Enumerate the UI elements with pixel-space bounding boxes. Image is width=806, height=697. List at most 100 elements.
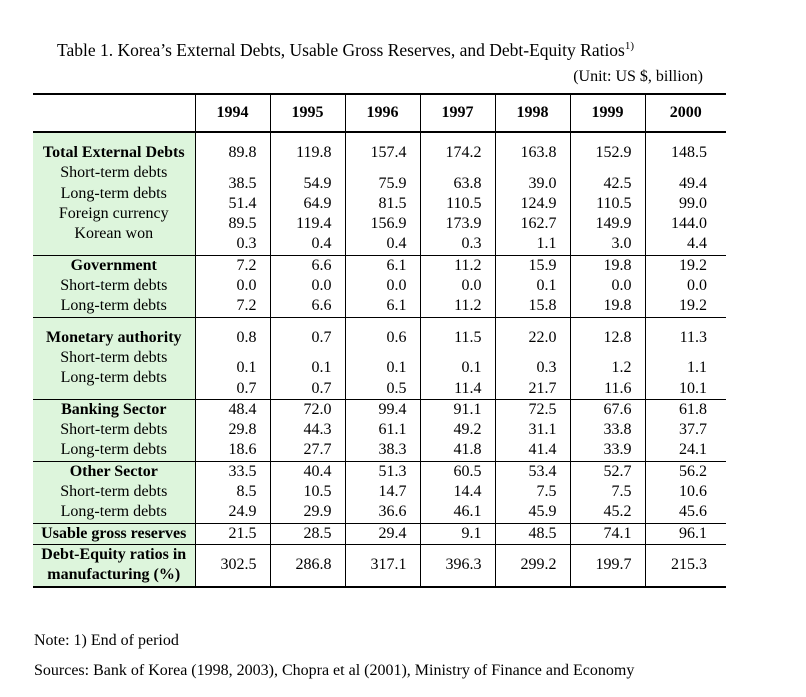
value: 46.1: [453, 503, 482, 521]
value: 60.5: [453, 462, 482, 480]
value-cell: 0.7 0.1 0.7: [270, 317, 346, 400]
value-cell: 72.5 31.1 41.4: [495, 399, 571, 462]
title-footnote-marker: 1): [624, 40, 635, 52]
value: 156.9: [370, 215, 407, 233]
table-sources: Sources: Bank of Korea (1998, 2003), Cho…: [34, 662, 635, 679]
year-header: 1997: [420, 93, 496, 133]
value: 0.4: [386, 235, 407, 253]
value: 75.9: [378, 174, 407, 192]
value: 317.1: [370, 556, 407, 574]
value: 0.0: [236, 277, 257, 295]
value: 163.8: [520, 144, 557, 161]
value: 61.1: [378, 421, 407, 439]
value: 12.8: [603, 328, 632, 346]
value: 1.1: [687, 359, 707, 377]
value: 148.5: [671, 144, 707, 161]
value: 51.4: [228, 194, 257, 212]
value: 29.9: [303, 503, 332, 521]
value: 19.2: [679, 297, 707, 315]
value: 3.0: [611, 235, 632, 253]
value-cell: 317.1: [345, 544, 421, 588]
value: 36.6: [378, 503, 407, 521]
value-cell: 21.5: [195, 523, 271, 545]
value: 44.3: [303, 421, 332, 439]
value: 0.7: [311, 379, 332, 397]
value: 396.3: [445, 556, 482, 574]
value-cell: 11.2 0.0 11.2: [420, 255, 496, 318]
value: 10.6: [679, 483, 707, 501]
value-cell: 215.3: [645, 544, 726, 588]
table-row-group: Banking Sector Short-term debts Long-ter…: [33, 399, 726, 462]
value: 72.5: [528, 400, 557, 418]
value: 9.1: [461, 524, 482, 542]
value: 45.9: [528, 503, 557, 521]
value: 21.7: [528, 379, 557, 397]
value: 0.1: [536, 277, 557, 295]
value-cell: 89.8 38.5 51.4 89.5 0.3: [195, 132, 271, 256]
value: 89.8: [228, 144, 257, 161]
value: 1.1: [536, 235, 557, 253]
value-cell: 48.5: [495, 523, 571, 545]
table-row-group: Total External Debts Short-term debts Lo…: [33, 132, 726, 256]
year-header: 1996: [345, 93, 421, 133]
row-label-sub: Long-term debts: [60, 369, 167, 387]
row-label-main: Government: [70, 256, 157, 274]
unit-label: (Unit: US $, billion): [573, 68, 703, 85]
row-labels: Debt-Equity ratios in manufacturing (%): [33, 544, 196, 588]
value-cell: 302.5: [195, 544, 271, 588]
value: 10.1: [679, 379, 707, 397]
value-cell: 199.7: [570, 544, 646, 588]
value-cell: 60.5 14.4 46.1: [420, 461, 496, 524]
value: 91.1: [453, 400, 482, 418]
value: 15.9: [528, 256, 557, 274]
table-note: Note: 1) End of period: [34, 632, 179, 649]
value-cell: 299.2: [495, 544, 571, 588]
value: 6.1: [386, 256, 407, 274]
value-cell: 96.1: [645, 523, 726, 545]
value: 29.4: [378, 524, 407, 542]
value: 29.8: [228, 421, 257, 439]
table-body: Total External Debts Short-term debts Lo…: [33, 132, 726, 588]
value: 11.3: [679, 328, 707, 346]
title-text: Table 1. Korea’s External Debts, Usable …: [57, 40, 625, 60]
value: 21.5: [228, 524, 257, 542]
value: 144.0: [671, 215, 707, 233]
value-cell: 53.4 7.5 45.9: [495, 461, 571, 524]
value-cell: 61.8 37.7 24.1: [645, 399, 726, 462]
value: 0.3: [536, 359, 557, 377]
value: 302.5: [220, 556, 257, 574]
value: 8.5: [236, 483, 257, 501]
value: 124.9: [520, 194, 557, 212]
table-title: Table 1. Korea’s External Debts, Usable …: [57, 40, 634, 61]
value-cell: 286.8: [270, 544, 346, 588]
value: 49.4: [679, 174, 707, 192]
value: 37.7: [679, 421, 707, 439]
value-cell: 99.4 61.1 38.3: [345, 399, 421, 462]
value: 61.8: [679, 400, 707, 418]
value: 64.9: [303, 194, 332, 212]
value-cell: 19.8 0.0 19.8: [570, 255, 646, 318]
value-cell: 12.8 1.2 11.6: [570, 317, 646, 400]
value: 28.5: [303, 524, 332, 542]
value-cell: 11.3 1.1 10.1: [645, 317, 726, 400]
value-cell: 152.9 42.5 110.5 149.9 3.0: [570, 132, 646, 256]
value: 0.8: [236, 328, 257, 346]
table-row-group: Monetary authority Short-term debts Long…: [33, 317, 726, 400]
row-label-main: Total External Debts: [42, 144, 185, 162]
row-label-sub: Long-term debts: [60, 441, 167, 459]
value: 14.4: [453, 483, 482, 501]
value-cell: 51.3 14.7 36.6: [345, 461, 421, 524]
value: 15.8: [528, 297, 557, 315]
value: 0.1: [461, 359, 482, 377]
value: 11.2: [454, 297, 482, 315]
value: 11.6: [604, 379, 632, 397]
value: 39.0: [528, 174, 557, 192]
value: 0.1: [386, 359, 407, 377]
value: 0.0: [687, 277, 707, 295]
header-row: 1994 1995 1996 1997 1998 1999 2000: [33, 93, 726, 133]
value: 41.4: [528, 441, 557, 459]
row-label-sub: Short-term debts: [60, 277, 168, 295]
value: 18.6: [228, 441, 257, 459]
debt-table: 1994 1995 1996 1997 1998 1999 2000 Total…: [33, 93, 726, 588]
value: 173.9: [445, 215, 482, 233]
